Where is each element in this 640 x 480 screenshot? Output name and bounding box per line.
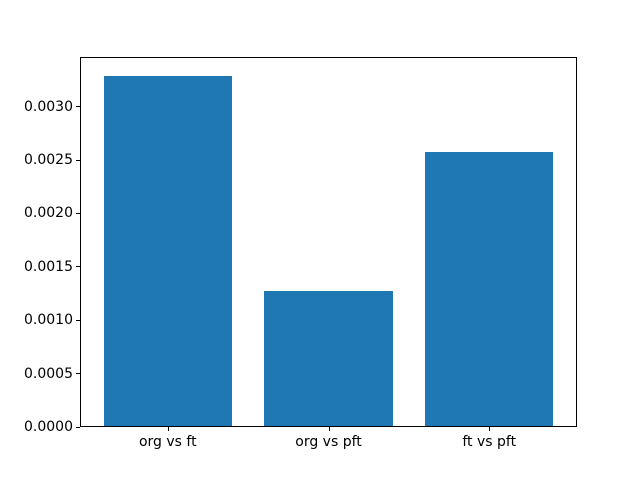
bar-ft-vs-pft — [424, 152, 554, 426]
y-tick-mark — [76, 212, 80, 214]
axes-frame — [80, 57, 577, 427]
y-tick-mark — [76, 426, 80, 428]
x-tick-mark — [489, 427, 491, 431]
y-tick-mark — [76, 319, 80, 321]
bar-org-vs-ft — [103, 75, 233, 426]
y-tick-mark — [76, 266, 80, 268]
y-tick-label: 0.0000 — [24, 419, 73, 435]
x-tick-label: org vs ft — [138, 434, 197, 450]
y-tick-mark — [76, 373, 80, 375]
x-tick-mark — [328, 427, 330, 431]
bar-org-vs-pft — [264, 291, 393, 426]
x-tick-label: org vs pft — [295, 434, 362, 450]
y-tick-label: 0.0005 — [24, 365, 73, 382]
x-tick-label: ft vs pft — [462, 434, 517, 450]
y-tick-mark — [76, 106, 80, 108]
y-tick-label: 0.0020 — [24, 205, 73, 222]
y-tick-label: 0.0015 — [24, 258, 73, 275]
y-tick-label: 0.0010 — [24, 312, 73, 329]
y-tick-mark — [76, 159, 80, 161]
x-tick-mark — [167, 427, 169, 431]
y-tick-label: 0.0025 — [24, 152, 73, 169]
y-tick-label: 0.0030 — [24, 98, 73, 115]
